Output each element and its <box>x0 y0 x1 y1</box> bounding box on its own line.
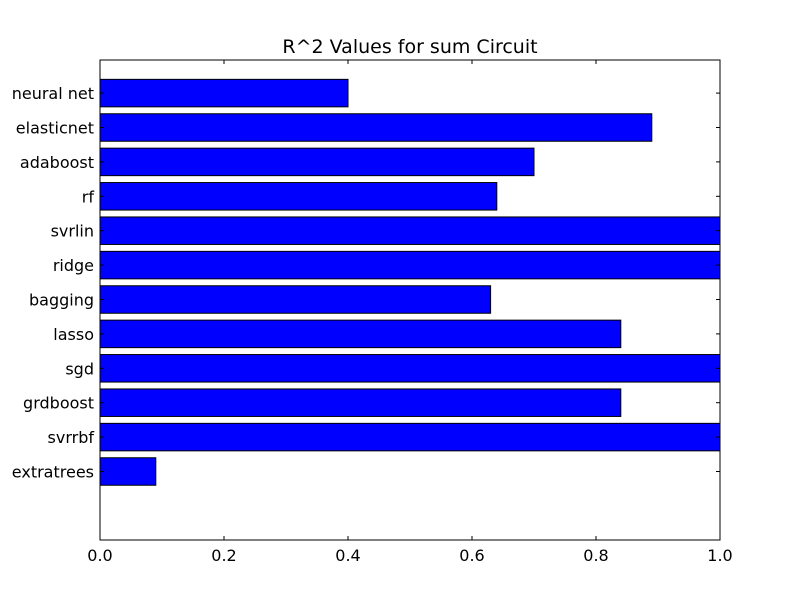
bar-ridge <box>99 250 721 280</box>
y-tick-label: adaboost <box>20 153 94 172</box>
y-tick-label: rf <box>82 187 95 206</box>
y-tick-label: lasso <box>53 325 94 344</box>
y-tick-label: svrrbf <box>48 428 95 447</box>
bars-group <box>99 78 721 486</box>
bar-elasticnet <box>99 113 653 142</box>
x-tick-label: 0.6 <box>459 546 484 565</box>
bar-rf <box>99 182 498 211</box>
tick-labels-group: extratrees svrrbf grdboost sgd lasso bagging r… <box>12 84 733 565</box>
y-tick-label: neural net <box>12 84 94 103</box>
y-tick-label: elasticnet <box>16 119 94 138</box>
plot-frame <box>99 59 721 541</box>
chart-title: R^2 Values for sum Circuit <box>282 36 537 58</box>
x-tick-label: 0.8 <box>583 546 608 565</box>
bar-adaboost <box>99 147 535 177</box>
y-tick-label: svrlin <box>51 222 94 241</box>
x-tick-label: 1.0 <box>707 546 732 565</box>
bar-svrlin <box>99 216 721 245</box>
bar-grdboost <box>99 388 622 417</box>
y-tick-label: sgd <box>65 359 94 378</box>
y-tick-label: bagging <box>29 291 94 310</box>
bar-lasso <box>99 319 622 349</box>
bar-svrrbf <box>99 422 721 452</box>
x-tick-label: 0.2 <box>211 546 236 565</box>
y-tick-label: extratrees <box>12 463 94 482</box>
y-tick-label: ridge <box>53 256 94 275</box>
bar-bagging <box>99 285 492 314</box>
bar-extratrees <box>99 457 157 486</box>
y-tick-label: grdboost <box>23 394 94 413</box>
x-tick-label: 0.4 <box>335 546 360 565</box>
bar-sgd <box>99 354 721 383</box>
x-tick-label: 0.0 <box>87 546 112 565</box>
bar-neural-net <box>99 78 349 108</box>
